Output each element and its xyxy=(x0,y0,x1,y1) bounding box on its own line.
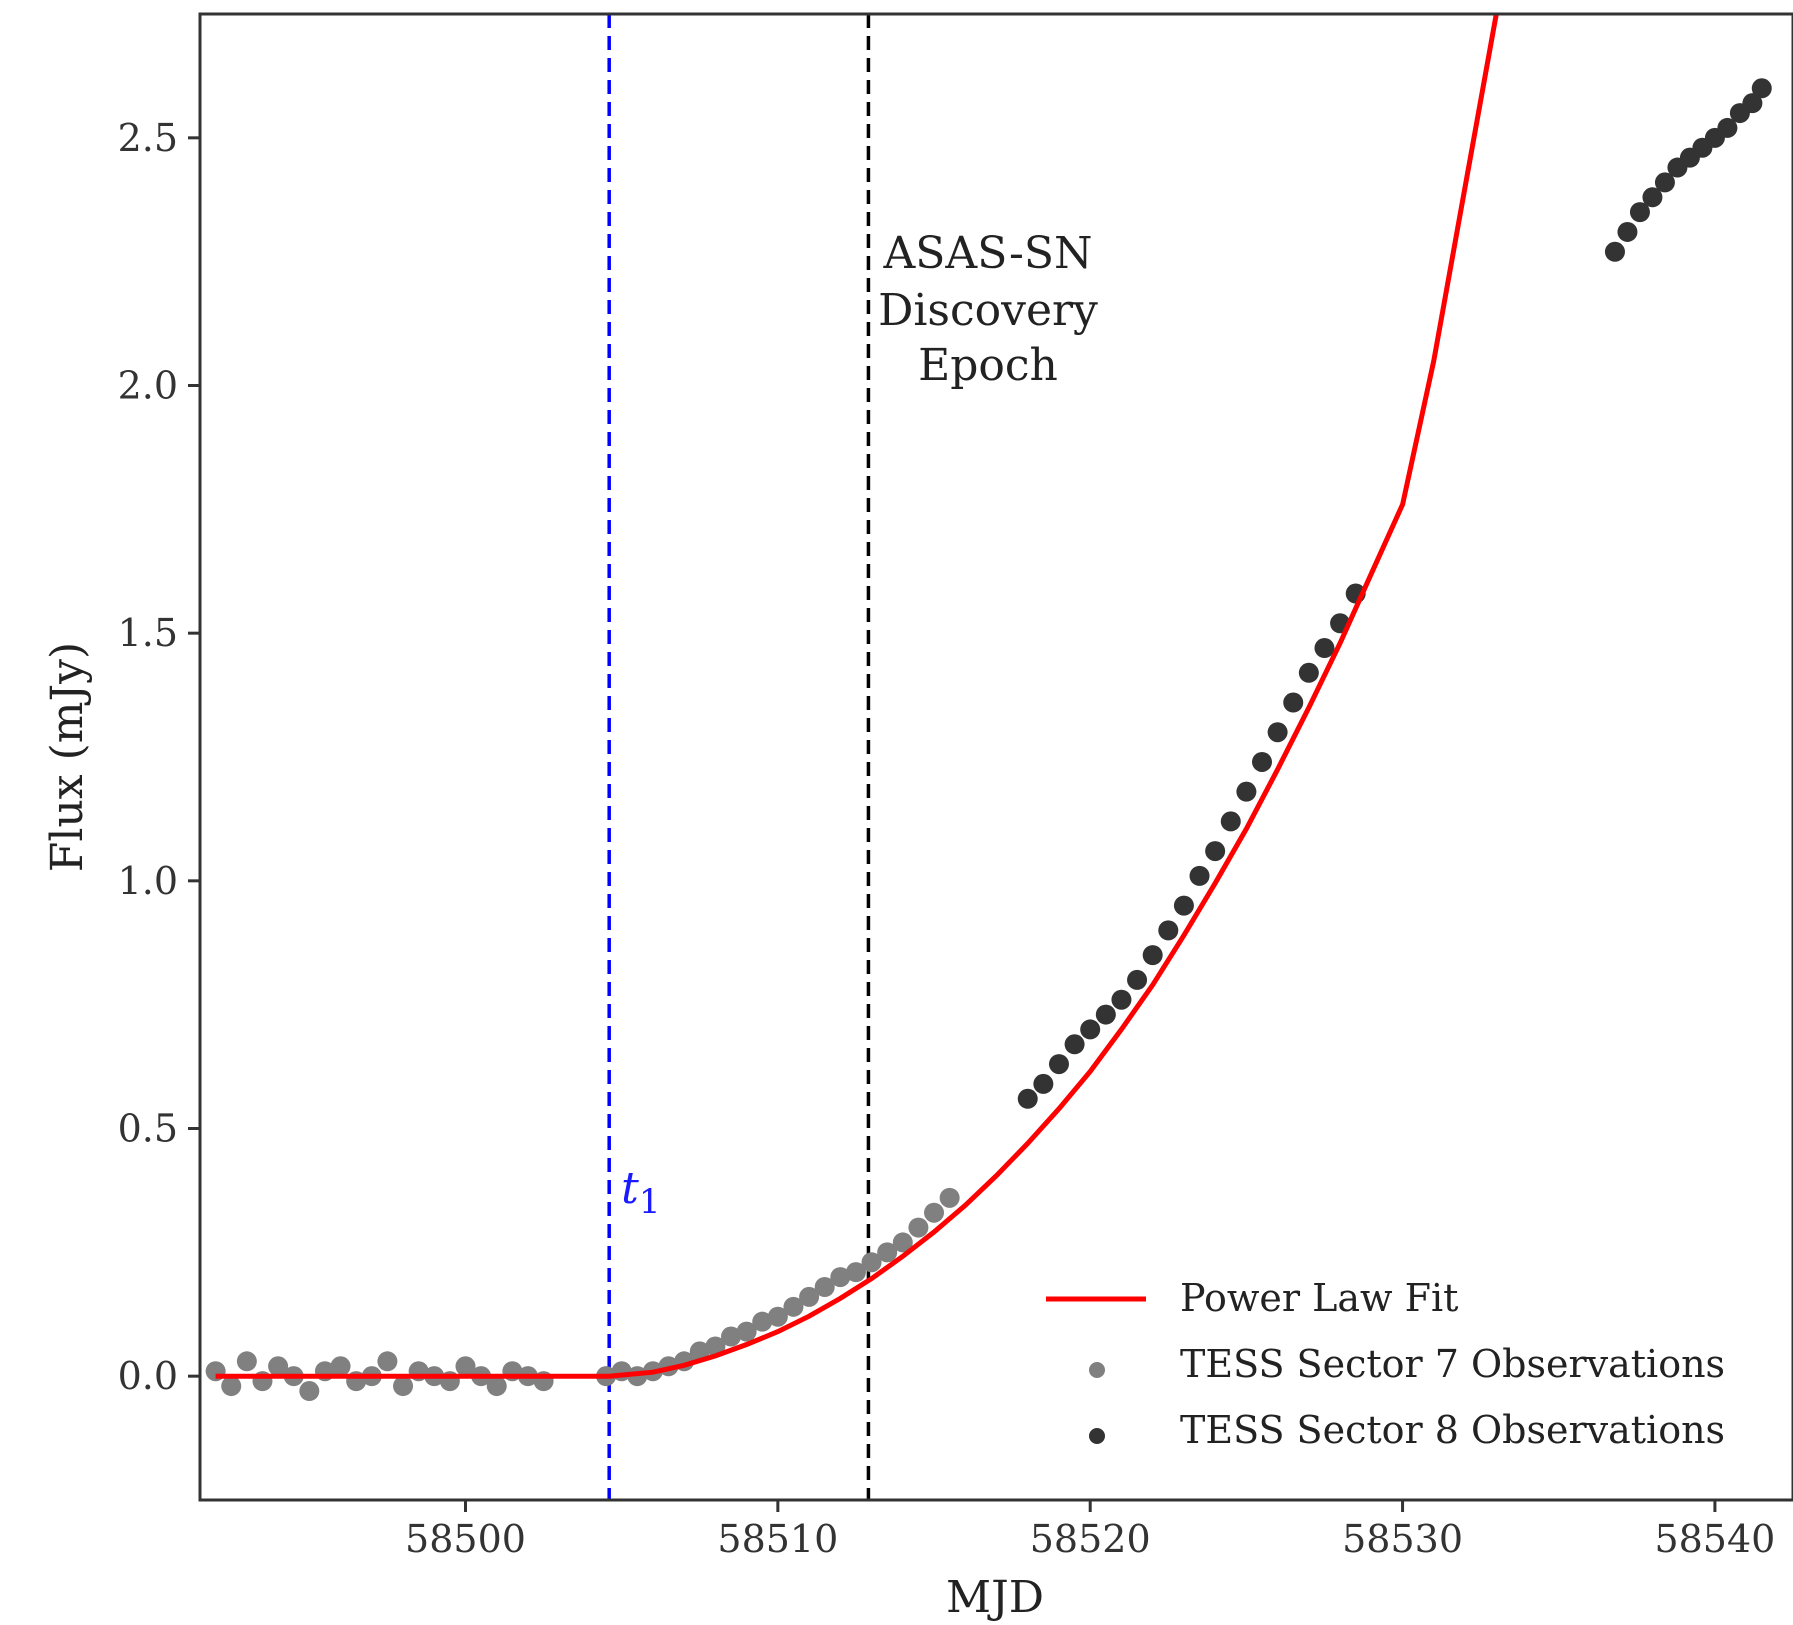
sector7-point xyxy=(236,1351,257,1372)
sector8-point xyxy=(1127,969,1148,990)
discovery-annotation-line-3: Epoch xyxy=(918,340,1058,391)
y-tick-label: 2.5 xyxy=(118,116,178,160)
sector8-point xyxy=(1642,187,1663,208)
sector8-point xyxy=(1252,751,1272,772)
sector7-point xyxy=(877,1242,898,1263)
sector8-point xyxy=(1080,1019,1101,1040)
legend-label-power-law: Power Law Fit xyxy=(1180,1276,1458,1320)
sector7-point xyxy=(924,1202,945,1223)
x-tick-label: 58540 xyxy=(1654,1517,1775,1561)
sector8-point xyxy=(1742,93,1763,114)
sector7-point xyxy=(892,1232,913,1253)
sector7-point xyxy=(721,1326,741,1347)
sector8-point xyxy=(1220,811,1241,832)
sector7-point xyxy=(221,1376,242,1397)
sector8-point xyxy=(1111,989,1132,1010)
sector8-points xyxy=(1017,78,1772,1109)
legend-label-sector7: TESS Sector 7 Observations xyxy=(1180,1342,1725,1386)
sector8-point xyxy=(1205,841,1226,862)
sector8-point xyxy=(1314,638,1335,659)
sector8-point xyxy=(1751,78,1772,99)
legend-marker-sector8 xyxy=(1089,1428,1105,1444)
sector7-point xyxy=(736,1321,757,1342)
sector7-point xyxy=(486,1376,507,1397)
y-tick-label: 2.0 xyxy=(118,364,178,408)
sector7-point xyxy=(861,1252,882,1273)
sector8-point xyxy=(1142,945,1163,966)
sector7-point xyxy=(330,1356,351,1377)
sector7-point xyxy=(767,1306,788,1327)
sector8-point xyxy=(1298,662,1319,683)
discovery-annotation-line-1: ASAS-SN xyxy=(883,228,1093,279)
sector8-point xyxy=(1654,172,1675,193)
y-axis-title: Flux (mJy) xyxy=(42,642,93,872)
sector8-point xyxy=(1017,1088,1038,1109)
plot-area xyxy=(205,14,1772,1500)
sector8-point xyxy=(1629,202,1650,223)
axis-ticks: 58500 58510 58520 58530 58540 0.0 0.5 1.0 1.5 2.0… xyxy=(118,116,1776,1561)
legend: Power Law Fit TESS Sector 7 Observations… xyxy=(1046,1276,1725,1452)
t1-annotation-main: t xyxy=(621,1163,639,1214)
x-tick-label: 58500 xyxy=(405,1517,526,1561)
sector7-point xyxy=(393,1376,414,1397)
sector7-point xyxy=(908,1217,929,1238)
t1-annotation: t1 xyxy=(621,1163,660,1222)
sector7-point xyxy=(455,1356,476,1377)
plot-background xyxy=(200,14,1793,1500)
sector7-point xyxy=(845,1262,866,1283)
legend-marker-sector7 xyxy=(1089,1362,1105,1378)
sector8-point xyxy=(1236,781,1257,802)
sector8-point xyxy=(1048,1054,1069,1075)
sector8-point xyxy=(1267,722,1288,743)
sector7-point xyxy=(814,1277,835,1298)
sector8-point xyxy=(1095,1004,1116,1025)
x-tick-label: 58520 xyxy=(1030,1517,1151,1561)
sector7-point xyxy=(377,1351,398,1372)
discovery-annotation-line-2: Discovery xyxy=(878,285,1098,336)
y-tick-label: 1.0 xyxy=(118,859,178,903)
power-law-fit-line xyxy=(215,14,1499,1379)
sector8-point xyxy=(1283,692,1304,713)
plot-frame xyxy=(198,12,1793,1502)
sector8-point xyxy=(1604,241,1625,262)
y-tick-label: 0.5 xyxy=(118,1107,178,1151)
plot-clipped-group xyxy=(205,14,1772,1500)
y-tick-label: 1.5 xyxy=(118,611,178,655)
sector8-point xyxy=(1158,920,1179,941)
sector7-point xyxy=(799,1286,820,1307)
x-axis-title: MJD xyxy=(946,1572,1044,1623)
sector8-point xyxy=(1189,865,1210,886)
sector7-point xyxy=(689,1341,710,1362)
sector8-point xyxy=(1064,1034,1085,1055)
sector7-point xyxy=(299,1381,320,1402)
sector7-point xyxy=(783,1296,804,1317)
sector7-point xyxy=(752,1311,773,1332)
sector8-point xyxy=(1717,117,1738,138)
sector7-point xyxy=(939,1187,960,1208)
sector7-point xyxy=(268,1356,289,1377)
sector8-point xyxy=(1617,221,1638,242)
sector8-point xyxy=(1033,1073,1054,1094)
x-tick-label: 58530 xyxy=(1342,1517,1463,1561)
sector8-point xyxy=(1173,895,1194,916)
x-tick-label: 58510 xyxy=(717,1517,838,1561)
y-tick-label: 0.0 xyxy=(118,1354,178,1398)
sector7-point xyxy=(830,1267,851,1288)
legend-label-sector8: TESS Sector 8 Observations xyxy=(1180,1408,1725,1452)
t1-annotation-subscript: 1 xyxy=(639,1182,661,1222)
